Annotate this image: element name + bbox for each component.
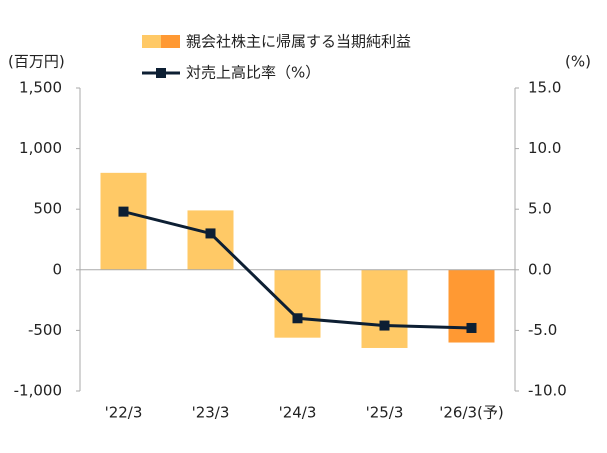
- legend-label: 親会社株主に帰属する当期純利益: [186, 33, 411, 51]
- y2-tick-label: 5.0: [528, 200, 552, 218]
- line-marker: [205, 228, 216, 239]
- bar: [187, 210, 234, 270]
- y-tick-label: 500: [33, 200, 62, 218]
- line-marker: [292, 313, 303, 324]
- legend-marker: [156, 68, 166, 78]
- y-tick-label: 1,000: [19, 139, 62, 157]
- x-tick-label: '24/3: [279, 404, 317, 422]
- bar: [100, 172, 147, 270]
- x-tick-label: '26/3(予): [439, 404, 504, 422]
- y-tick-label: -1,000: [14, 382, 62, 400]
- legend-swatch: [161, 35, 180, 48]
- line-marker: [466, 322, 477, 333]
- y2-tick-label: 15.0: [528, 79, 561, 97]
- y-tick-label: -500: [28, 321, 62, 339]
- x-tick-label: '23/3: [192, 404, 230, 422]
- line-marker: [379, 320, 390, 331]
- legend-swatch: [142, 35, 161, 48]
- y-tick-label: 1,500: [19, 79, 62, 97]
- y-tick-label: 0: [52, 260, 62, 278]
- y2-unit-label: (%): [565, 53, 591, 71]
- y-unit-label: (百万円): [8, 53, 65, 71]
- bar: [361, 269, 408, 348]
- y2-tick-label: -10.0: [528, 382, 567, 400]
- y2-tick-label: 0.0: [528, 260, 552, 278]
- y2-tick-label: 10.0: [528, 139, 561, 157]
- x-tick-label: '25/3: [366, 404, 404, 422]
- x-tick-label: '22/3: [105, 404, 143, 422]
- y2-tick-label: -5.0: [528, 321, 557, 339]
- line-marker: [118, 206, 129, 217]
- legend-label: 対売上高比率（%）: [186, 64, 320, 82]
